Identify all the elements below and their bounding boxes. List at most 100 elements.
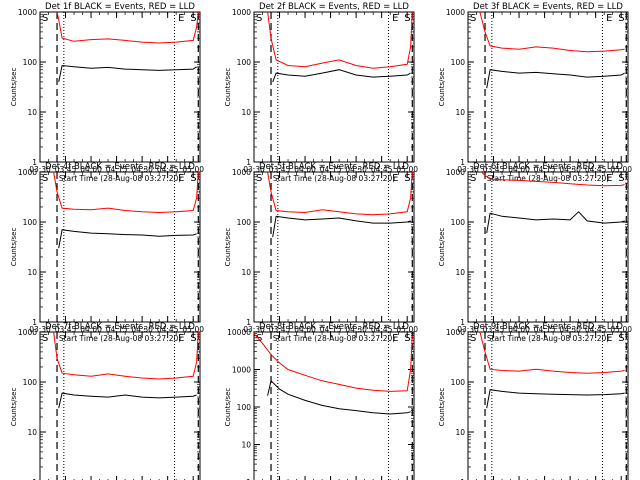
y-tick-label: 100 [451,58,466,67]
y-tick-label: 1 [246,478,251,480]
x-tick-label: 04:45 [371,165,393,174]
x-tick-label: 04:00 [294,325,316,334]
x-tick-label: 04:15 [320,165,342,174]
x-tick-label: 04:30 [559,165,581,174]
series-line-lld [479,331,625,374]
detector-chart: Det 7f BLACK = Events, RED = LLD 1 10 100 10… [10,322,201,480]
segment-marker-label: S [190,13,196,24]
y-tick-label: 100 [237,58,252,67]
x-tick-label: 04:45 [371,325,393,334]
x-tick-label: 04:30 [345,165,367,174]
y-tick-label: 1000 [232,366,251,375]
segment-marker-label: E [606,13,612,24]
x-tick-label: 04:00 [508,325,530,334]
y-tick-label: 1 [32,318,37,327]
x-tick-label: 04:45 [585,165,607,174]
series-line-lld [56,11,199,44]
series-line-events [272,69,411,83]
y-tick-label: 1000 [18,168,37,177]
series-line-lld [53,171,199,214]
x-tick-label: 04:15 [534,325,556,334]
y-tick-label: 100 [23,58,38,67]
segment-marker-label: S [470,173,476,184]
segment-marker-label: E [606,173,612,184]
segment-marker-label: S [42,13,48,24]
plot-frame [39,171,201,323]
y-tick-label: 10000 [227,328,251,337]
y-tick-label: 10 [27,268,37,277]
chart-title: Det 8f BLACK = Events, RED = LLD [259,322,409,332]
y-axis-label: Counts/sec [10,228,18,267]
y-tick-label: 1 [460,158,465,167]
chart-title: Det 9f BLACK = Events, RED = LLD [473,322,623,332]
x-tick-label: 04:00 [80,165,102,174]
detector-chart: Det 9f BLACK = Events, RED = LLD 1 10 100 10… [438,322,629,480]
segment-marker-label: S [618,333,624,344]
segment-marker-label: S [470,13,476,24]
x-tick-label: 04:00 [508,165,530,174]
y-axis-label: Counts/sec [224,228,232,267]
chart-title: Det 7f BLACK = Events, RED = LLD [45,322,195,332]
x-tick-label: 04:15 [320,325,342,334]
plot-frame [253,331,415,480]
y-tick-label: 100 [237,218,252,227]
x-tick-label: 04:45 [585,325,607,334]
x-tick-label: 05:00 [396,325,418,334]
x-tick-label: 03:45 [55,165,77,174]
x-tick-label: 03:30 [457,165,479,174]
segment-marker-label: S [190,173,196,184]
y-tick-label: 100 [23,378,38,387]
y-axis-label: Counts/sec [438,388,446,427]
detector-chart: Det 6f BLACK = Events, RED = LLD 1 10 100 10… [438,162,632,343]
y-axis-label: Counts/sec [10,388,18,427]
x-tick-label: 05:00 [610,165,632,174]
segment-marker-label: S [404,333,410,344]
segment-marker-label: E [606,333,612,344]
x-tick-label: 05:00 [396,165,418,174]
series-line-events [486,389,625,409]
y-tick-label: 1000 [446,328,465,337]
segment-marker-label: S [256,13,262,24]
detector-chart: Det 3f BLACK = Events, RED = LLD 1 10 100 10… [438,2,632,183]
y-axis-label: Counts/sec [438,228,446,267]
series-line-events [58,64,197,83]
y-tick-label: 1 [460,318,465,327]
segment-marker-label: S [618,173,624,184]
x-tick-label: 03:45 [483,325,505,334]
segment-marker-label: S [404,13,410,24]
y-tick-label: 10 [241,441,251,450]
chart-title: Det 1f BLACK = Events, RED = LLD [45,2,195,12]
x-tick-label: 05:00 [182,165,204,174]
chart-title: Det 5f BLACK = Events, RED = LLD [259,162,409,172]
x-axis-label: Start Time (28-Aug-08 03:27:20) [273,334,395,343]
x-tick-label: 03:45 [483,165,505,174]
x-tick-label: 03:45 [269,165,291,174]
series-line-lld [253,333,413,392]
y-tick-label: 100 [23,218,38,227]
y-tick-label: 1 [246,158,251,167]
plot-frame [253,171,415,323]
x-tick-label: 04:30 [345,325,367,334]
y-axis-label: Counts/sec [10,68,18,107]
y-tick-label: 1 [32,158,37,167]
series-line-lld [53,331,199,380]
x-tick-label: 03:30 [243,325,265,334]
plot-frame [467,171,629,323]
series-line-events [58,392,197,409]
x-tick-label: 05:00 [182,325,204,334]
x-axis-label: Start Time (28-Aug-08 03:27:20) [59,174,181,183]
plot-frame [467,11,629,163]
series-line-lld [267,171,413,216]
segment-marker-label: E [178,173,184,184]
series-line-events [486,211,625,234]
detector-chart: Det 8f BLACK = Events, RED = LLD 1 10 100 10… [224,322,415,480]
chart-title: Det 4f BLACK = Events, RED = LLD [45,162,195,172]
series-line-events [272,215,411,238]
x-tick-label: 03:30 [243,165,265,174]
segment-marker-label: E [392,173,398,184]
y-tick-label: 10 [455,428,465,437]
series-line-events [58,229,197,249]
segment-marker-label: S [618,13,624,24]
x-tick-label: 04:15 [106,325,128,334]
plot-frame [467,331,629,480]
